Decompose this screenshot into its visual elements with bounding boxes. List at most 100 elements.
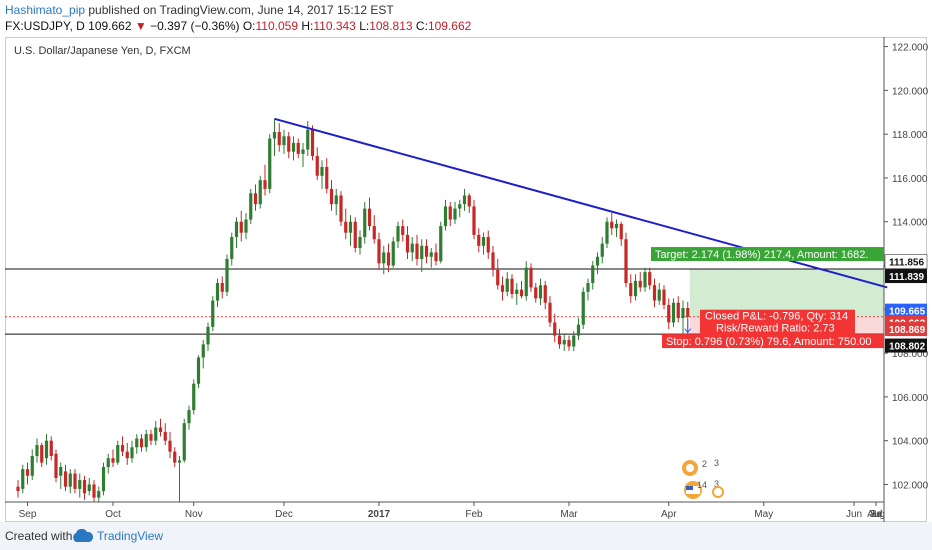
candle-body [154,427,158,441]
candle-body [211,300,215,327]
candle [534,283,538,303]
tradingview-cloud-icon [73,529,94,542]
candle-body [182,423,186,461]
candle [348,215,353,246]
candle-body [301,149,305,154]
candle [78,473,82,498]
x-tick-label: Nov [185,509,203,520]
candle [543,280,547,310]
candle [92,480,96,502]
y-tick-label: 116.000 [892,174,928,185]
candle-body [120,445,125,452]
candle [415,234,419,266]
x-tick-label: Feb [465,509,483,520]
x-tick-label: Sep [19,509,37,520]
candle-body [576,324,581,336]
high-value: 110.343 [313,19,356,33]
candle [524,261,528,301]
candle [676,296,680,323]
price-tag-label: 111.839 [889,272,924,283]
candle-body [220,283,224,292]
candle [320,160,324,189]
chart-title: U.S. Dollar/Japanese Yen, D, FXCM [14,45,191,57]
candle [187,405,191,430]
candle [182,418,186,463]
publish-info: published on TradingView.com, June 14, 2… [85,3,394,17]
candle-body [30,456,34,476]
candle-body [144,434,148,448]
candle [97,486,101,502]
target-zone [689,269,884,317]
candle-body [667,304,671,323]
candle [329,180,334,211]
candle [486,230,490,259]
candle-body [244,219,248,233]
candle-body [325,166,329,189]
candle-body [367,208,372,227]
candle-body [158,427,163,432]
candle [144,429,148,452]
candle [681,300,685,336]
change-value: −0.397 (−0.36%) [146,19,243,33]
candle [272,118,277,157]
candle-body [92,484,96,498]
candle [424,239,429,264]
candle [135,434,139,454]
candle-body [486,237,490,253]
candle [629,274,633,303]
candle [315,147,319,181]
svg-text:3: 3 [714,479,719,489]
candle [572,331,576,351]
candle [192,379,196,415]
candle-body [54,453,58,478]
candle [448,202,452,227]
candle [101,462,106,496]
candle-body [662,289,666,305]
candle [177,456,182,502]
candle-body [353,221,357,249]
y-tick-label: 108.000 [892,349,929,360]
target-label: Target: 2.174 (1.98%) 217.4, Amount: 168… [655,249,868,261]
candle-body [491,252,495,270]
x-tick-label: May [754,509,773,520]
x-tick-label: Dec [275,509,293,520]
candle-body [557,335,562,345]
author-name[interactable]: Hashimato_pip [5,3,86,17]
candle [63,464,68,492]
price-tag-label: 109.665 [889,307,926,318]
candle [420,239,424,273]
publish-header: Hashimato_pip published on TradingView.c… [5,3,394,17]
candle [367,197,372,231]
candle [234,217,239,249]
candle [230,232,234,266]
candle-body [652,285,657,301]
candle-body [253,193,258,205]
candle [671,298,676,327]
candle-body [116,445,120,463]
candle-body [562,339,566,345]
created-with-label: Created with [5,529,73,543]
tradingview-link[interactable]: TradingView [97,529,164,543]
candle [120,436,125,457]
candle [306,121,310,157]
candle-body [448,206,452,220]
candle-body [629,283,633,297]
candle-body [686,308,690,317]
candle [505,272,509,297]
candle [35,438,39,463]
open-label: O: [242,19,256,33]
candle-body [481,237,486,246]
candle-body [515,289,519,294]
candle [291,136,296,161]
candle-body [111,458,115,463]
candle-body [572,335,576,347]
price-tag-label: 108.869 [889,325,926,336]
close-value: 109.662 [427,19,472,33]
candle [643,267,647,292]
candle-body [529,267,533,288]
candle-body [201,344,205,358]
candle-body [477,234,481,246]
candle-body [339,195,343,222]
candle-body [272,131,277,139]
